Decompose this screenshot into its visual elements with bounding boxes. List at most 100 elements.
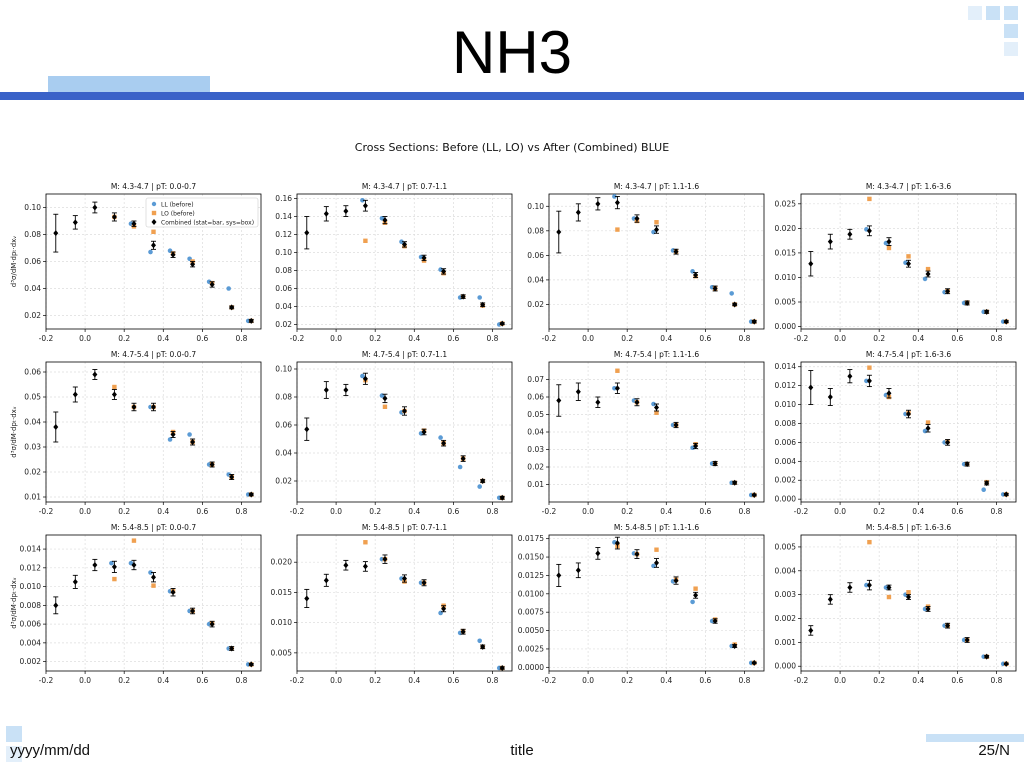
combined-point: [614, 385, 620, 392]
combined-point: [499, 320, 505, 327]
combined-point: [480, 301, 486, 308]
y-tick-label: 0.10: [24, 203, 41, 212]
combined-point: [886, 390, 892, 397]
combined-point: [732, 479, 738, 486]
footer-date: yyyy/mm/dd: [10, 742, 91, 759]
combined-point: [732, 301, 738, 308]
panel-title: M: 5.4-8.5 | pT: 1.6-3.6: [866, 523, 951, 532]
combined-point: [808, 627, 814, 634]
footer-title: title: [510, 742, 534, 759]
y-tick-label: 0.02: [24, 468, 41, 477]
combined-point: [190, 607, 196, 614]
combined-point: [925, 425, 931, 432]
panel-title: M: 4.7-5.4 | pT: 0.7-1.1: [362, 350, 447, 359]
combined-point: [460, 293, 466, 300]
combined-point: [556, 397, 562, 404]
y-tick-label: 0.12: [275, 230, 292, 239]
combined-point: [886, 238, 892, 245]
x-tick-label: 0.0: [330, 334, 342, 343]
y-tick-label: 0.025: [775, 199, 797, 208]
plot-area: [549, 362, 764, 502]
combined-point: [111, 563, 117, 570]
lo-point: [382, 404, 388, 409]
x-tick-label: 0.2: [118, 507, 130, 516]
combined-point: [72, 219, 78, 226]
lo-point: [654, 220, 659, 225]
x-tick-label: 0.0: [79, 334, 91, 343]
x-tick-label: 0.2: [873, 334, 885, 343]
plot-frame: [548, 361, 765, 503]
y-tick-label: 0.006: [775, 438, 797, 447]
combined-point: [343, 562, 349, 569]
y-tick-label: 0.000: [775, 662, 797, 671]
x-tick-label: 0.0: [834, 676, 846, 685]
panel-title: M: 5.4-8.5 | pT: 0.7-1.1: [362, 523, 447, 532]
lo-point: [615, 227, 620, 232]
combined-point: [654, 226, 659, 233]
combined-point: [53, 230, 59, 237]
corner-square: [968, 6, 982, 20]
x-tick-label: 0.4: [912, 676, 924, 685]
panel-title: M: 5.4-8.5 | pT: 1.1-1.6: [614, 523, 699, 532]
y-tick-label: 0.010: [271, 618, 293, 627]
combined-point: [441, 440, 447, 447]
combined-point: [984, 653, 990, 660]
combined-point: [712, 285, 718, 292]
y-tick-label: 0.08: [527, 226, 544, 235]
x-tick-label: 0.0: [330, 676, 342, 685]
combined-point: [131, 562, 137, 569]
panel-title: M: 4.7-5.4 | pT: 1.1-1.6: [614, 350, 699, 359]
plot-area: [46, 535, 261, 671]
combined-point: [808, 384, 814, 391]
ll-point: [360, 198, 365, 203]
combined-point: [827, 394, 833, 400]
x-tick-label: 0.8: [235, 334, 247, 343]
x-tick-label: 0.4: [157, 334, 169, 343]
x-tick-label: 0.6: [447, 507, 459, 516]
combined-point: [751, 318, 757, 325]
combined-point: [925, 271, 931, 278]
y-tick-label: 0.14: [275, 212, 292, 221]
combined-point: [984, 308, 990, 315]
panel-title: M: 4.7-5.4 | pT: 1.6-3.6: [866, 350, 951, 359]
ll-point: [729, 291, 734, 296]
y-tick-label: 0.004: [20, 638, 42, 647]
lo-point: [363, 238, 368, 243]
combined-point: [323, 210, 329, 217]
x-tick-label: 0.6: [951, 676, 963, 685]
combined-point: [595, 399, 601, 406]
combined-point: [402, 241, 407, 248]
combined-point: [421, 579, 427, 586]
combined-point: [712, 460, 718, 467]
legend-box: [145, 197, 259, 228]
y-tick-label: 0.002: [775, 476, 797, 485]
x-tick-label: 0.6: [699, 676, 711, 685]
y-tick-label: 0.008: [775, 419, 797, 428]
combined-point: [945, 622, 951, 629]
y-tick-label: 0.0100: [518, 589, 544, 598]
x-tick-label: 0.8: [235, 676, 247, 685]
combined-point: [72, 578, 78, 585]
combined-point: [92, 562, 98, 569]
x-tick-label: -0.2: [794, 507, 809, 516]
combined-point: [847, 373, 853, 380]
x-tick-label: 0.6: [699, 507, 711, 516]
x-tick-label: 0.4: [912, 334, 924, 343]
y-tick-label: 0.06: [275, 284, 292, 293]
combined-point: [693, 592, 699, 599]
combined-point: [964, 299, 970, 306]
combined-point: [170, 431, 176, 438]
ll-point: [651, 401, 656, 407]
y-tick-label: 0.005: [775, 298, 797, 307]
x-tick-label: 0.0: [330, 507, 342, 516]
plot-area: [549, 535, 764, 671]
footer-accent-bar: [926, 734, 1024, 742]
combined-point: [382, 395, 388, 402]
y-tick-label: 0.000: [775, 322, 797, 331]
y-tick-label: 0.06: [275, 421, 292, 430]
combined-point: [732, 643, 738, 650]
panel-title: M: 4.7-5.4 | pT: 0.0-0.7: [111, 350, 196, 359]
panel-title: M: 4.3-4.7 | pT: 0.0-0.7: [111, 182, 196, 191]
lo-point: [886, 245, 892, 251]
combined-point: [866, 377, 872, 384]
